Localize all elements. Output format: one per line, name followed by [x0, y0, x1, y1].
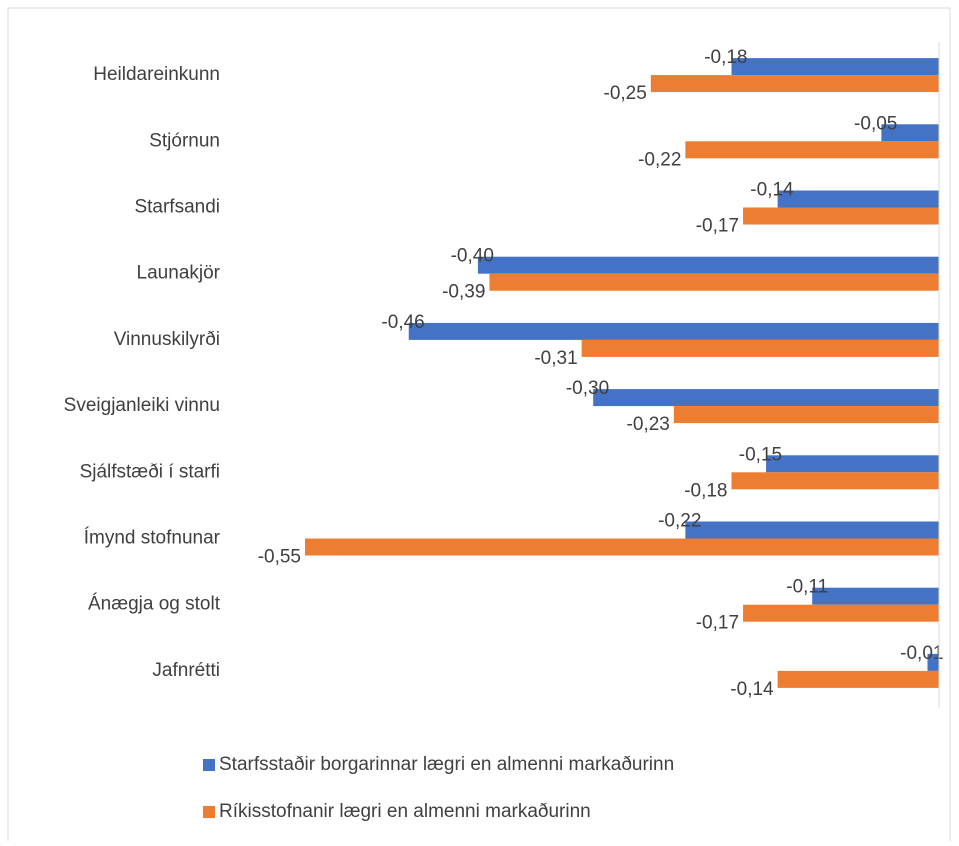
value-label: -0,17	[696, 216, 739, 237]
y-tick-label: Heildareinkunn	[93, 64, 220, 85]
value-label: -0,23	[627, 414, 670, 435]
bar	[777, 190, 939, 208]
value-label: -0,11	[786, 577, 828, 598]
value-label: -0,55	[258, 547, 301, 568]
value-label: -0,25	[604, 83, 647, 104]
bar	[408, 322, 939, 340]
y-tick-label: Ímynd stofnunar	[84, 528, 221, 549]
bar	[731, 472, 939, 490]
bar	[685, 141, 939, 159]
y-tick-label: Launakjör	[137, 263, 221, 284]
bar	[927, 653, 939, 671]
bar	[812, 587, 939, 605]
y-tick-label: Sveigjanleiki vinnu	[64, 395, 220, 416]
value-label: -0,40	[451, 246, 494, 267]
bar	[766, 455, 939, 473]
value-label: -0,05	[854, 113, 897, 134]
bar	[881, 124, 939, 142]
legend-swatch	[203, 759, 215, 771]
bar	[477, 256, 939, 274]
legend-label: Ríkisstofnanir lægri en almenni markaður…	[219, 801, 591, 822]
value-label: -0,30	[566, 378, 609, 399]
value-label: -0,46	[381, 312, 424, 333]
bar	[743, 207, 939, 225]
value-label: -0,39	[442, 282, 485, 303]
y-tick-label: Sjálfstæði í starfi	[80, 461, 220, 482]
bar	[593, 389, 939, 407]
bar	[685, 521, 939, 539]
bar	[650, 75, 939, 93]
legend-swatch	[203, 806, 215, 818]
bar	[777, 670, 939, 688]
value-label: -0,18	[684, 480, 727, 501]
value-label: -0,17	[696, 613, 739, 634]
value-label: -0,31	[534, 348, 577, 369]
bar	[731, 58, 939, 76]
bar	[489, 273, 939, 291]
legend-label: Starfsstaðir borgarinnar lægri en almenn…	[219, 754, 674, 775]
value-label: -0,18	[704, 47, 747, 68]
value-label: -0,15	[739, 444, 782, 465]
y-tick-label: Stjórnun	[149, 130, 220, 151]
y-tick-label: Vinnuskilyrði	[114, 329, 220, 350]
y-tick-label: Ánægja og stolt	[88, 594, 221, 615]
bar	[581, 339, 939, 357]
value-label: -0,22	[638, 149, 681, 170]
bar	[673, 406, 939, 424]
value-label: -0,14	[730, 679, 774, 700]
bar	[743, 604, 939, 622]
value-label: -0,14	[750, 180, 794, 201]
bar	[305, 538, 939, 556]
y-tick-label: Starfsandi	[134, 197, 220, 218]
y-tick-label: Jafnrétti	[152, 660, 220, 681]
value-label: -0,22	[658, 511, 701, 532]
value-label: -0,01	[900, 643, 943, 664]
